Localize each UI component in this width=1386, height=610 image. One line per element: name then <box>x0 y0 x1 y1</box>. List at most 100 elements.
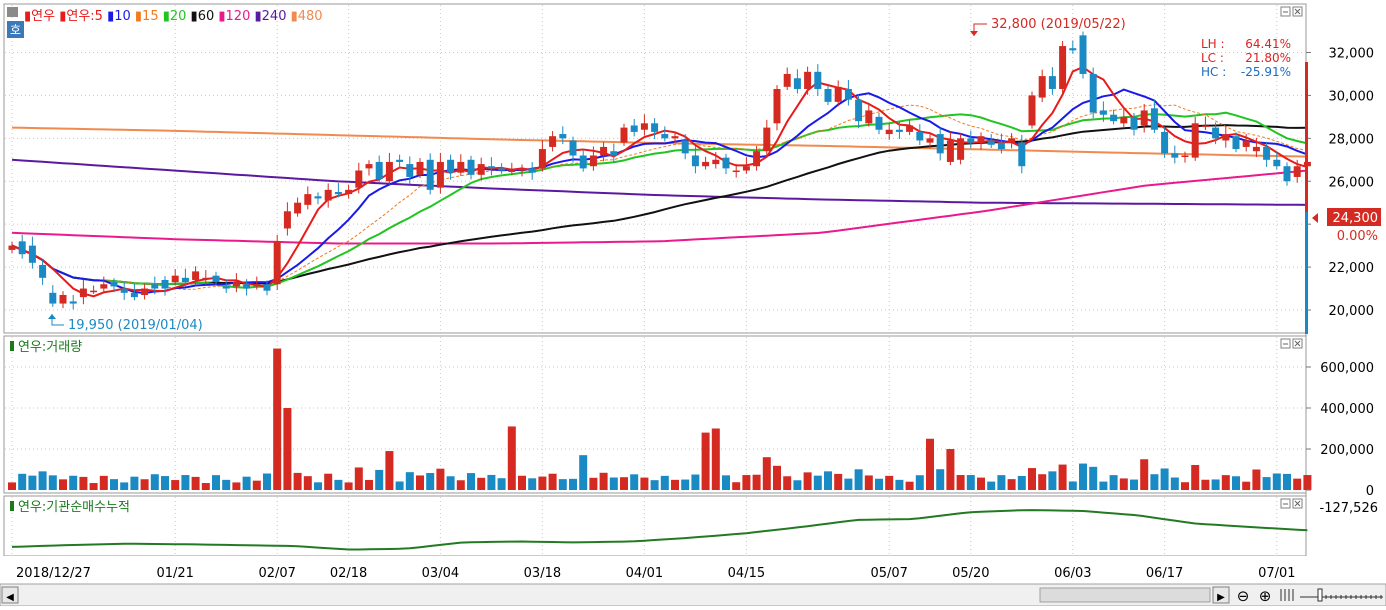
candle <box>18 234 26 259</box>
volume-pane-buttons[interactable] <box>1280 338 1303 349</box>
volume-bar <box>844 478 853 490</box>
candle <box>936 127 944 161</box>
svg-text:600,000: 600,000 <box>1320 361 1374 376</box>
candle <box>120 282 128 300</box>
lc-label: LC : <box>1201 51 1224 65</box>
volume-bar <box>915 475 924 490</box>
volume-bar <box>1109 475 1118 490</box>
candle <box>90 285 98 294</box>
candle <box>487 157 495 176</box>
candle <box>222 279 230 294</box>
volume-bar <box>1211 479 1220 490</box>
candle <box>1008 133 1016 149</box>
inst-pane-buttons[interactable] <box>1280 498 1303 509</box>
volume-bar <box>752 474 761 490</box>
inst-axis-value: -127,526 <box>1320 501 1378 516</box>
candle <box>681 134 689 160</box>
volume-bar <box>232 482 241 490</box>
volume-bar <box>895 479 904 490</box>
volume-bar <box>110 479 118 490</box>
candle <box>181 268 189 287</box>
zoom-out-icon[interactable]: ⊖ <box>1237 587 1250 605</box>
candle <box>1232 132 1240 153</box>
y-tick-label: 20,000 <box>1329 304 1375 319</box>
candle-count-icon[interactable] <box>1280 589 1294 601</box>
volume-bar <box>793 480 802 490</box>
volume-bar <box>140 479 149 490</box>
volume-bar <box>303 476 312 490</box>
candle <box>477 157 485 181</box>
volume-bar <box>691 474 700 490</box>
quote-tag[interactable]: 호 <box>10 23 21 37</box>
candle <box>1273 152 1281 170</box>
legend-icon[interactable] <box>7 7 18 17</box>
grid-lines <box>5 5 1305 556</box>
legend-item: ▮240 <box>250 9 286 24</box>
candle <box>1283 162 1291 186</box>
volume-bar <box>283 408 292 490</box>
volume-bar <box>875 478 883 490</box>
zoom-in-icon[interactable]: ⊕ <box>1259 587 1272 605</box>
volume-bar <box>1038 474 1047 490</box>
candle <box>314 192 322 205</box>
volume-bar <box>742 475 751 490</box>
zoom-slider[interactable] <box>1300 588 1383 602</box>
x-tick-label: 03/18 <box>524 566 561 581</box>
candle <box>1140 104 1148 133</box>
candle <box>875 113 883 135</box>
candle <box>1059 40 1067 97</box>
volume-pane <box>3 335 1307 494</box>
volume-bar <box>558 479 567 490</box>
scroll-thumb[interactable] <box>1039 587 1211 603</box>
volume-bar <box>609 477 618 490</box>
legend-item: ▮10 <box>103 9 131 24</box>
hc-label: HC : <box>1201 65 1226 79</box>
candle <box>671 132 679 143</box>
volume-bar <box>1191 464 1200 490</box>
volume-bar <box>1068 481 1077 490</box>
volume-bar <box>89 483 98 490</box>
chevron-left-icon: ◀ <box>6 592 14 603</box>
candle <box>100 276 108 294</box>
candle <box>263 280 271 296</box>
candle <box>39 259 47 285</box>
volume-bar <box>599 472 608 490</box>
candle <box>59 291 67 309</box>
legend-item: ▮15 <box>131 9 159 24</box>
candle <box>355 162 363 194</box>
volume-bar <box>497 478 506 490</box>
scroll-left-button[interactable]: ◀ <box>1 586 19 604</box>
volume-bar <box>1221 475 1230 490</box>
candle <box>426 153 434 195</box>
candle <box>304 186 312 210</box>
x-tick-label: 06/17 <box>1146 566 1183 581</box>
volume-bar <box>528 478 537 490</box>
candle <box>906 120 914 136</box>
scroll-right-button[interactable]: ▶ <box>1212 586 1230 604</box>
current-change: 0.00% <box>1337 229 1378 244</box>
candle <box>865 102 873 127</box>
volume-bar <box>181 475 190 490</box>
candle <box>1201 116 1209 130</box>
volume-bar <box>69 475 78 490</box>
volume-bar <box>773 465 781 490</box>
candle <box>1222 126 1230 148</box>
volume-bar <box>569 478 577 490</box>
volume-bar <box>273 348 282 490</box>
candle <box>763 119 771 158</box>
volume-bar <box>650 480 659 490</box>
candle <box>916 124 924 145</box>
price-pane-buttons[interactable] <box>1280 6 1303 17</box>
volume-bar <box>150 474 159 490</box>
candle <box>630 119 638 137</box>
candle <box>885 123 893 140</box>
volume-bar <box>1130 479 1138 490</box>
quote-tag-box[interactable] <box>7 21 24 38</box>
candle <box>161 276 169 296</box>
candle <box>467 155 475 180</box>
volume-bar <box>1089 466 1098 490</box>
x-tick-label: 04/15 <box>728 566 765 581</box>
inst-legend: 연우:기관순매수누적 <box>18 500 130 515</box>
low-annotation: 19,950 (2019/01/04) <box>48 314 203 333</box>
candle <box>1120 109 1128 128</box>
